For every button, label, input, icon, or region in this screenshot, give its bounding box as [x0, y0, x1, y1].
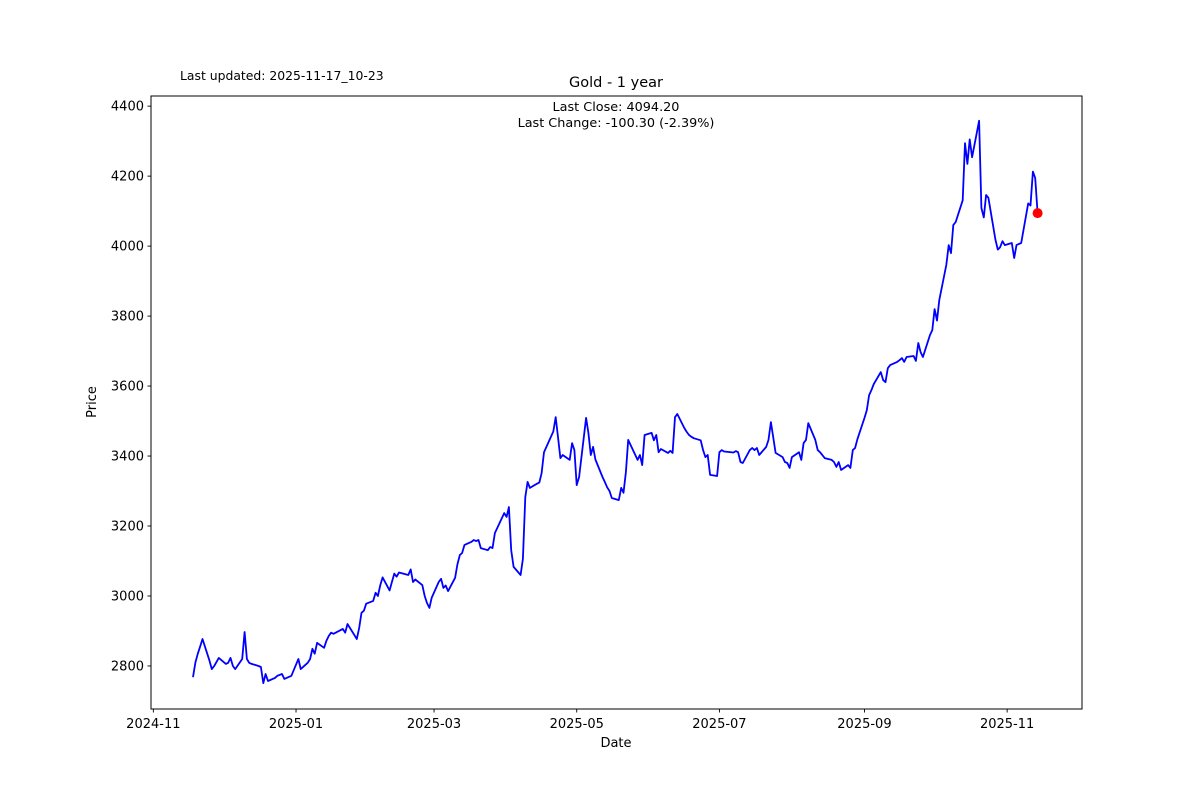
last-close-annotation: Last Close: 4094.20 [553, 100, 680, 115]
last-close-marker [1032, 208, 1043, 219]
y-tick-label: 4400 [111, 100, 144, 115]
x-tick-label: 2025-09 [837, 717, 891, 732]
last-updated-text: Last updated: 2025-11-17_10-23 [180, 68, 384, 83]
x-axis-ticks: 2024-11 2025-01 2025-03 2025-05 2025-07 2025-… [126, 709, 1034, 732]
chart-title: Gold - 1 year [569, 75, 663, 91]
x-tick-label: 2025-05 [550, 717, 604, 732]
y-tick-label: 3200 [111, 520, 144, 535]
x-axis-label: Date [600, 736, 631, 751]
y-tick-label: 2800 [111, 659, 144, 674]
x-tick-label: 2025-03 [407, 717, 461, 732]
y-tick-label: 3800 [111, 310, 144, 325]
y-tick-label: 3000 [111, 589, 144, 604]
y-tick-label: 3600 [111, 380, 144, 395]
x-tick-label: 2025-01 [269, 717, 323, 732]
price-line [192, 119, 1039, 684]
y-tick-label: 4200 [111, 170, 144, 185]
plot-area [150, 95, 1083, 710]
last-change-annotation: Last Change: -100.30 (-2.39%) [518, 116, 715, 131]
y-axis-label: Price [85, 386, 100, 418]
x-tick-label: 2024-11 [126, 717, 180, 732]
y-tick-label: 3400 [111, 450, 144, 465]
x-tick-label: 2025-11 [980, 717, 1034, 732]
y-tick-label: 4000 [111, 240, 144, 255]
x-tick-label: 2025-07 [692, 717, 746, 732]
y-axis-ticks: 2800 3000 3200 3400 3600 3800 4000 4200 4400 [111, 100, 151, 674]
